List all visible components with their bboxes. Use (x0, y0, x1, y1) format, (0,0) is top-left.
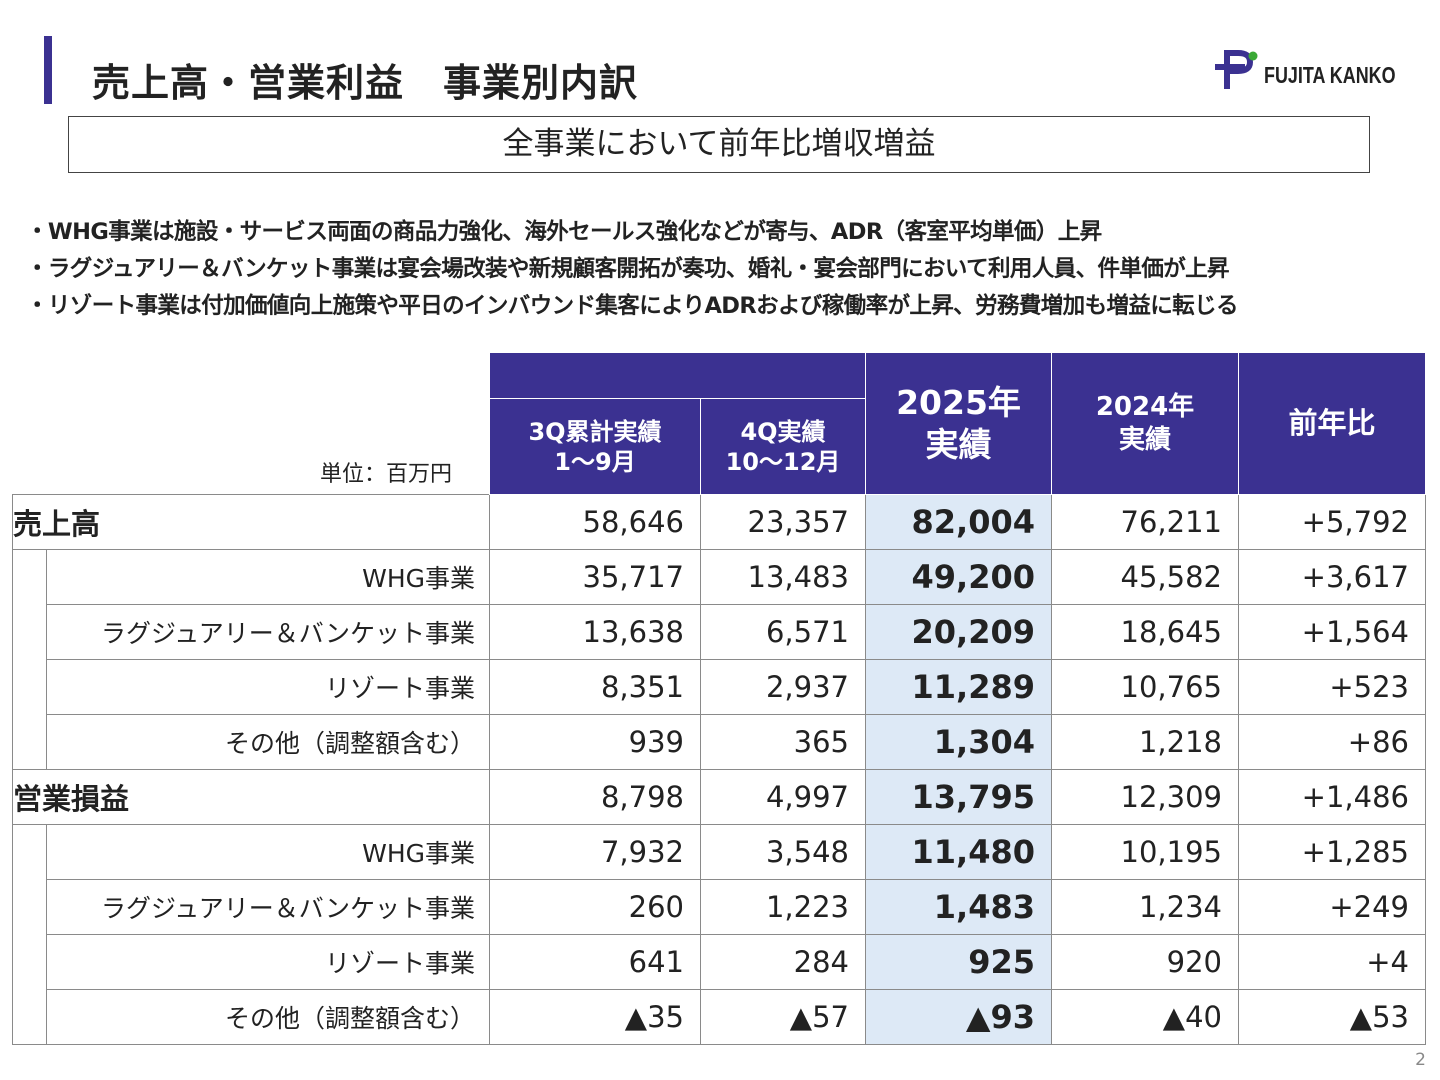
cell-yoy: +86 (1238, 714, 1426, 770)
cell-y2025: 11,480 (865, 824, 1052, 880)
cell-q3: 641 (489, 934, 701, 990)
row-indent (12, 989, 47, 1045)
table-row: WHG事業 7,932 3,548 11,480 10,195 +1,285 (12, 824, 1426, 880)
row-label: WHG事業 (46, 824, 490, 880)
fujita-logo-icon (1215, 50, 1258, 89)
row-indent (12, 824, 47, 880)
cell-y2024: 12,309 (1051, 769, 1239, 825)
cell-y2024: ▲40 (1051, 989, 1239, 1045)
table-row: その他（調整額含む） 939 365 1,304 1,218 +86 (12, 714, 1426, 770)
cell-yoy: ▲53 (1238, 989, 1426, 1045)
cell-y2025: ▲93 (865, 989, 1052, 1045)
row-indent (12, 604, 47, 660)
segment-breakdown-table: 2025年 実績 2024年 実績 前年比 3Q累計実績 1〜9月 4Q実績 1… (12, 352, 1426, 1045)
cell-y2024: 920 (1051, 934, 1239, 990)
table-row: リゾート事業 641 284 925 920 +4 (12, 934, 1426, 990)
row-label: WHG事業 (46, 549, 490, 605)
table-row: ラグジュアリー＆バンケット事業 13,638 6,571 20,209 18,645 +1… (12, 604, 1426, 660)
headline-banner: 全事業において前年比増収増益 (68, 116, 1370, 173)
cell-q4: 6,571 (700, 604, 866, 660)
cell-y2025: 925 (865, 934, 1052, 990)
table-row: 売上高 58,646 23,357 82,004 76,211 +5,792 (12, 494, 1426, 550)
table-row: 営業損益 8,798 4,997 13,795 12,309 +1,486 (12, 769, 1426, 825)
cell-q3: 58,646 (489, 494, 701, 550)
row-label: ラグジュアリー＆バンケット事業 (46, 879, 490, 935)
cell-y2024: 76,211 (1051, 494, 1239, 550)
cell-q4: 4,997 (700, 769, 866, 825)
row-indent (12, 549, 47, 605)
col-header-4q: 4Q実績 10〜12月 (700, 398, 866, 495)
cell-y2025: 82,004 (865, 494, 1052, 550)
table-row: リゾート事業 8,351 2,937 11,289 10,765 +523 (12, 659, 1426, 715)
company-logo: FUJITA KANKO (1212, 50, 1402, 94)
cell-yoy: +1,486 (1238, 769, 1426, 825)
cell-q3: ▲35 (489, 989, 701, 1045)
cell-q4: 3,548 (700, 824, 866, 880)
col-header-yoy: 前年比 (1238, 352, 1426, 495)
cell-yoy: +249 (1238, 879, 1426, 935)
cell-y2024: 18,645 (1051, 604, 1239, 660)
cell-y2025: 13,795 (865, 769, 1052, 825)
row-label: 売上高 (12, 494, 490, 550)
table-row: その他（調整額含む） ▲35 ▲57 ▲93 ▲40 ▲53 (12, 989, 1426, 1045)
cell-y2025: 49,200 (865, 549, 1052, 605)
table-row: WHG事業 35,717 13,483 49,200 45,582 +3,617 (12, 549, 1426, 605)
cell-q3: 8,798 (489, 769, 701, 825)
cell-q3: 8,351 (489, 659, 701, 715)
row-indent (12, 714, 47, 770)
page-title: 売上高・営業利益 事業別内訳 (92, 61, 639, 105)
cell-q3: 7,932 (489, 824, 701, 880)
cell-y2025: 1,304 (865, 714, 1052, 770)
col-header-3q: 3Q累計実績 1〜9月 (489, 398, 701, 495)
row-label: 営業損益 (12, 769, 490, 825)
bullet-item: WHG事業は施設・サービス両面の商品力強化、海外セールス強化などが寄与、ADR（… (26, 214, 1238, 251)
title-accent-bar (44, 36, 52, 104)
cell-q3: 13,638 (489, 604, 701, 660)
col-header-2025: 2025年 実績 (865, 352, 1052, 495)
cell-yoy: +1,285 (1238, 824, 1426, 880)
unit-label: 単位：百万円 (320, 462, 453, 487)
cell-y2025: 20,209 (865, 604, 1052, 660)
cell-yoy: +5,792 (1238, 494, 1426, 550)
bullet-item: ラグジュアリー＆バンケット事業は宴会場改装や新規顧客開拓が奏功、婚礼・宴会部門に… (26, 251, 1238, 288)
bullet-item: リゾート事業は付加価値向上施策や平日のインバウンド集客によりADRおよび稼働率が… (26, 288, 1239, 325)
cell-y2024: 1,218 (1051, 714, 1239, 770)
cell-q4: 2,937 (700, 659, 866, 715)
cell-q3: 260 (489, 879, 701, 935)
cell-y2024: 1,234 (1051, 879, 1239, 935)
row-label: リゾート事業 (46, 659, 490, 715)
row-indent (12, 879, 47, 935)
cell-y2024: 10,195 (1051, 824, 1239, 880)
header-group-blank (489, 352, 866, 399)
logo-text: FUJITA KANKO (1264, 62, 1396, 88)
row-indent (12, 934, 47, 990)
cell-yoy: +523 (1238, 659, 1426, 715)
cell-q3: 939 (489, 714, 701, 770)
cell-q4: 365 (700, 714, 866, 770)
cell-y2025: 1,483 (865, 879, 1052, 935)
cell-q4: ▲57 (700, 989, 866, 1045)
cell-yoy: +4 (1238, 934, 1426, 990)
cell-q4: 23,357 (700, 494, 866, 550)
table-row: ラグジュアリー＆バンケット事業 260 1,223 1,483 1,234 +249 (12, 879, 1426, 935)
summary-bullets: WHG事業は施設・サービス両面の商品力強化、海外セールス強化などが寄与、ADR（… (26, 214, 1239, 325)
page-number: 2 (1415, 1050, 1426, 1070)
cell-q4: 284 (700, 934, 866, 990)
cell-y2025: 11,289 (865, 659, 1052, 715)
row-label: その他（調整額含む） (46, 989, 490, 1045)
cell-y2024: 10,765 (1051, 659, 1239, 715)
cell-q4: 1,223 (700, 879, 866, 935)
col-header-2024: 2024年 実績 (1051, 352, 1239, 495)
cell-yoy: +1,564 (1238, 604, 1426, 660)
cell-q3: 35,717 (489, 549, 701, 605)
cell-yoy: +3,617 (1238, 549, 1426, 605)
row-indent (12, 659, 47, 715)
cell-q4: 13,483 (700, 549, 866, 605)
row-label: その他（調整額含む） (46, 714, 490, 770)
row-label: リゾート事業 (46, 934, 490, 990)
row-label: ラグジュアリー＆バンケット事業 (46, 604, 490, 660)
cell-y2024: 45,582 (1051, 549, 1239, 605)
